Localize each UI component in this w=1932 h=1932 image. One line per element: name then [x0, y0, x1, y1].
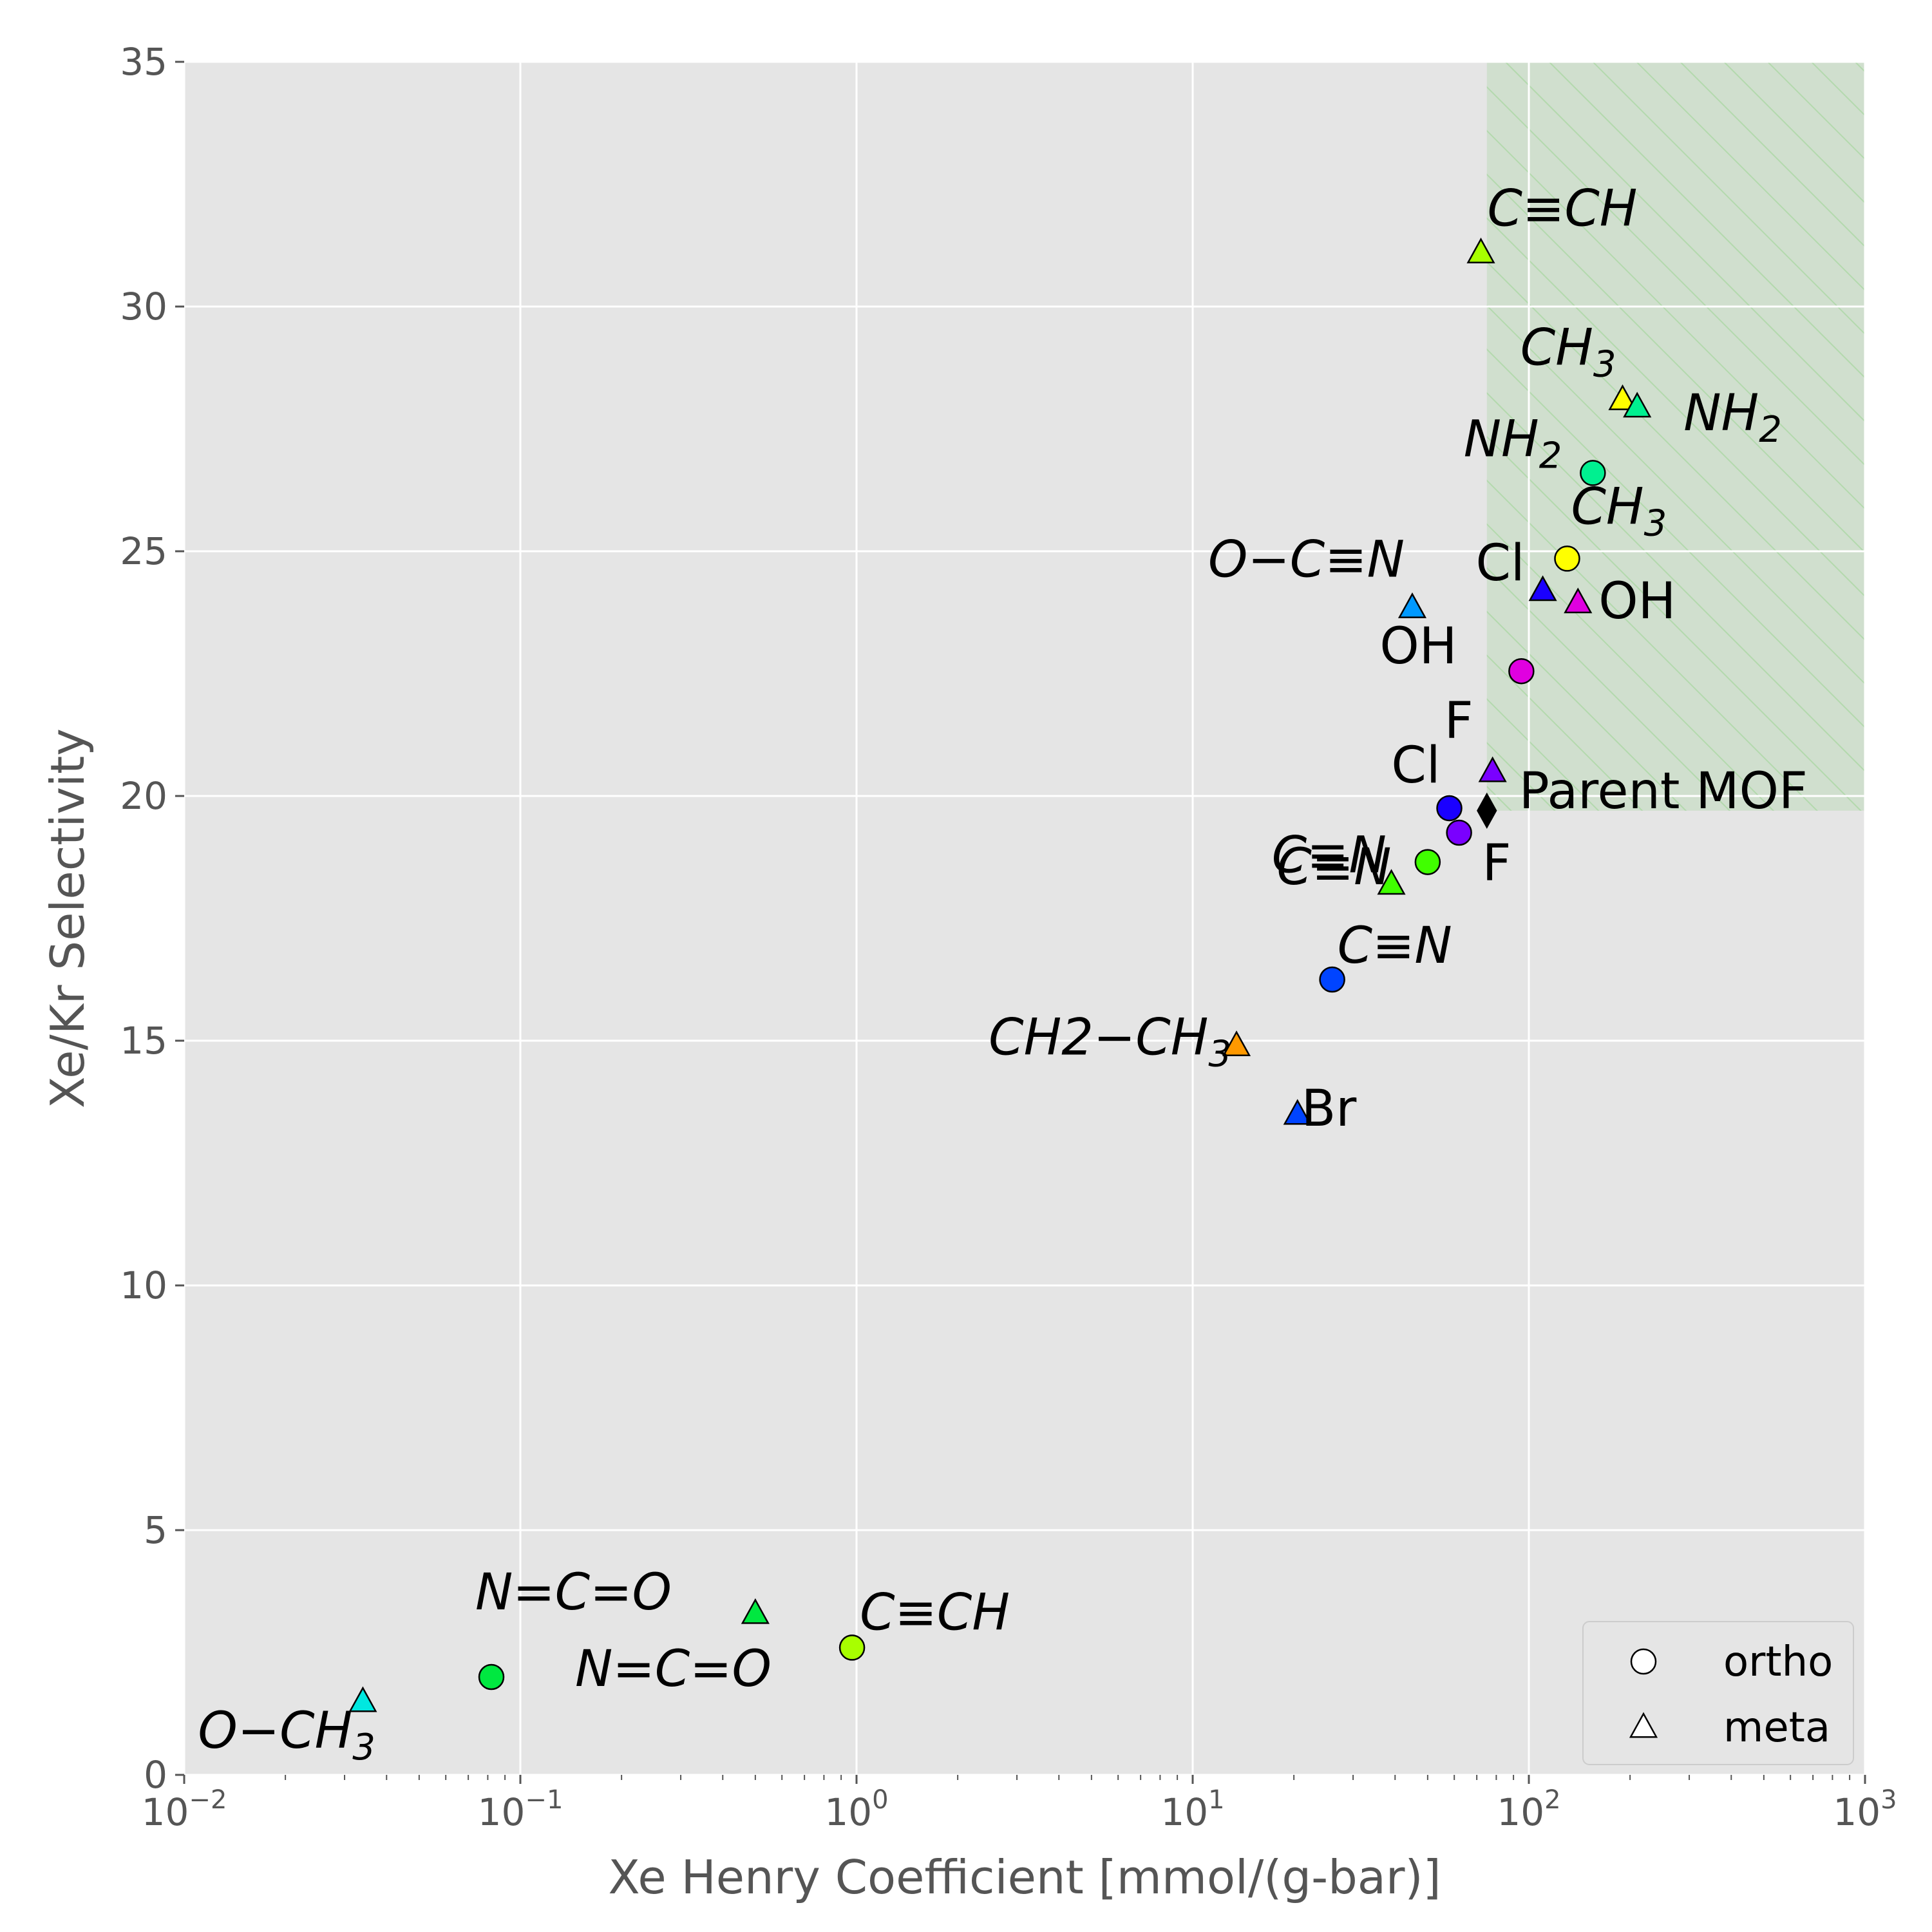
point-label: C≡CH: [1488, 180, 1638, 238]
point-label: NH2: [1683, 384, 1782, 451]
x-tick-label: 101: [1160, 1785, 1224, 1834]
point-label: F: [1444, 692, 1473, 750]
circle-marker: [1436, 795, 1463, 822]
point-label: Br: [1302, 1080, 1358, 1138]
y-tick-label: 30: [120, 285, 167, 328]
point-label: Parent MOF: [1519, 762, 1808, 820]
y-tick-label: 5: [144, 1508, 167, 1552]
point-label: CH3: [1520, 319, 1616, 385]
triangle-marker: [348, 1686, 377, 1712]
data-points: [348, 237, 1652, 1712]
triangle-marker: [1283, 1099, 1312, 1125]
point-label: CH3: [1571, 478, 1667, 544]
point-label: O−C≡N: [1208, 531, 1405, 589]
triangle-marker: [1222, 1030, 1251, 1057]
legend-label: meta: [1723, 1704, 1830, 1752]
highlight-hatch: [1486, 62, 1865, 811]
x-axis-ticks: 10−2 10−1 100 101 102 103: [142, 1775, 1897, 1834]
legend: ortho meta: [1582, 1621, 1854, 1765]
point-label: C≡CH: [860, 1584, 1010, 1642]
triangle-marker: [1608, 384, 1637, 410]
point-label: F: [1482, 835, 1511, 893]
x-tick-label: 103: [1833, 1785, 1897, 1834]
point-label: C≡N: [1338, 917, 1452, 975]
circle-marker: [1508, 658, 1535, 685]
triangle-marker: [1377, 869, 1406, 895]
point-label: NH2: [1464, 410, 1562, 477]
triangle-marker: [1528, 575, 1557, 601]
legend-triangle-marker: [1629, 1712, 1658, 1738]
y-tick-label: 25: [120, 529, 167, 573]
triangle-marker: [1478, 756, 1507, 782]
grid-lines: [183, 61, 1866, 1776]
legend-label: ortho: [1723, 1638, 1833, 1686]
triangle-marker: [1397, 592, 1427, 618]
x-tick-label: 10−2: [142, 1785, 227, 1834]
point-label: N=C=O: [575, 1640, 772, 1698]
y-axis-ticks: 0 5 10 15 20 25 30 35: [120, 40, 184, 1797]
diamond-marker: [1477, 792, 1497, 829]
circle-marker: [1580, 460, 1606, 486]
point-label: OH: [1379, 618, 1457, 676]
y-tick-label: 15: [120, 1019, 167, 1063]
circle-marker: [478, 1663, 505, 1690]
circle-marker: [1414, 849, 1441, 875]
x-tick-label: 100: [824, 1785, 888, 1834]
point-label: C≡N: [1276, 838, 1391, 896]
point-labels: Parent MOFC≡CHCH3NH2NH2CH3ClOHO−C≡NOHFCl…: [198, 180, 1807, 1768]
triangle-marker: [1623, 392, 1652, 418]
highlight-region: [1486, 62, 1865, 811]
point-label: N=C=O: [475, 1564, 672, 1622]
x-axis-label: Xe Henry Coefficient [mmol/(g-bar)]: [608, 1850, 1441, 1904]
circle-marker: [1554, 545, 1580, 572]
y-tick-label: 10: [120, 1264, 167, 1307]
point-label: O−CH3: [198, 1702, 375, 1768]
triangle-marker: [741, 1598, 770, 1624]
legend-circle-marker: [1630, 1648, 1657, 1675]
circle-marker: [1319, 966, 1345, 993]
x-tick-label: 10−1: [478, 1785, 564, 1834]
circle-marker: [1446, 819, 1472, 846]
point-label: C≡N: [1272, 827, 1387, 885]
y-tick-label: 35: [120, 40, 167, 84]
point-label: Cl: [1475, 535, 1524, 592]
y-tick-label: 20: [120, 774, 167, 818]
point-label: CH2−CH3: [989, 1009, 1231, 1075]
y-axis-label: Xe/Kr Selectivity: [41, 728, 95, 1108]
point-label: OH: [1598, 573, 1676, 630]
triangle-marker: [1564, 587, 1593, 614]
point-label: Cl: [1391, 737, 1440, 795]
circle-marker: [838, 1634, 866, 1661]
x-tick-label: 102: [1497, 1785, 1560, 1834]
triangle-marker: [1466, 237, 1495, 263]
y-tick-label: 0: [144, 1753, 167, 1797]
